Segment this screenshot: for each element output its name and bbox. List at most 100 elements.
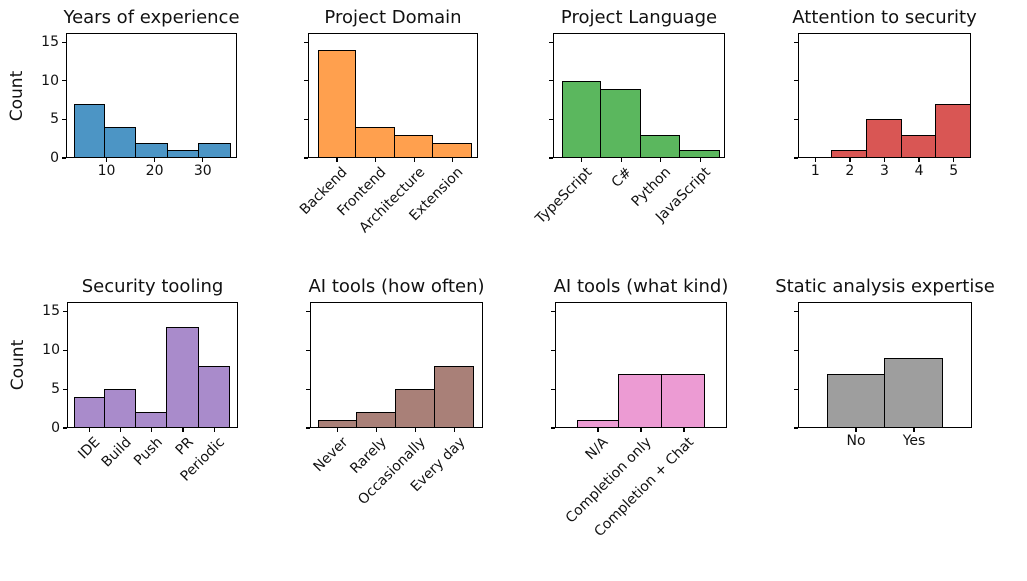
y-tick <box>794 388 798 390</box>
bar <box>618 373 663 428</box>
x-tick <box>953 158 955 162</box>
bar <box>135 142 168 158</box>
bar <box>831 150 868 158</box>
x-tick <box>414 428 417 432</box>
x-tick-label: 10 <box>97 163 116 179</box>
y-tick-label: 5 <box>51 381 60 398</box>
y-tick <box>549 41 553 43</box>
x-tick <box>120 428 122 432</box>
y-tick <box>549 80 553 82</box>
y-tick <box>63 349 67 351</box>
bar <box>317 50 357 158</box>
x-tick <box>620 158 622 162</box>
y-tick <box>306 349 310 351</box>
y-tick-label: 0 <box>51 420 60 436</box>
x-tick-label: N/A <box>582 434 612 464</box>
x-tick-label: PR <box>172 434 197 459</box>
bar <box>661 373 706 428</box>
x-tick <box>337 428 339 432</box>
y-tick <box>551 349 555 351</box>
y-tick-label: 10 <box>41 72 59 89</box>
x-tick-label: Never <box>310 434 352 476</box>
y-tick <box>62 80 66 82</box>
chart-title: Project Language <box>560 7 718 29</box>
x-tick <box>213 428 215 432</box>
y-tick-label: 15 <box>41 34 59 51</box>
y-tick <box>549 157 553 159</box>
y-tick <box>551 388 555 390</box>
y-tick <box>63 427 67 429</box>
x-tick <box>660 158 662 162</box>
y-tick <box>304 80 308 82</box>
chart-title: Years of experience <box>63 7 240 29</box>
x-tick <box>640 428 642 432</box>
x-tick <box>375 158 377 162</box>
bar <box>135 412 168 428</box>
bar <box>103 127 137 158</box>
bar <box>73 104 106 158</box>
bar <box>935 104 971 158</box>
y-tick-label: 5 <box>50 111 59 128</box>
chart-project-domain: Project Domain Backend Frontend Architectur… <box>297 8 478 236</box>
x-tick <box>699 158 701 162</box>
y-axis-label: Count <box>8 339 28 391</box>
bar <box>827 373 885 428</box>
x-tick-label: 3 <box>880 163 889 179</box>
x-tick <box>336 158 338 162</box>
x-tick <box>855 428 857 432</box>
chart-ai-tools-how-often: AI tools (how often) Never Rarely Occasiona… <box>306 277 485 508</box>
y-tick <box>549 118 553 121</box>
bar <box>900 134 937 158</box>
y-tick <box>304 157 308 159</box>
x-tick-label: No <box>846 433 866 449</box>
chart-title: AI tools (how often) <box>308 276 485 298</box>
x-tick <box>883 158 886 162</box>
x-tick <box>849 158 851 162</box>
bar <box>600 88 641 158</box>
x-tick-label: Push <box>130 434 166 470</box>
x-tick <box>202 158 204 162</box>
bar <box>866 119 902 158</box>
bar <box>639 134 681 158</box>
x-tick <box>913 428 915 432</box>
x-tick <box>918 158 920 162</box>
y-tick-label: 0 <box>50 150 59 166</box>
y-tick <box>304 41 308 43</box>
y-tick <box>306 388 310 390</box>
y-tick-label: 15 <box>42 303 60 320</box>
x-tick <box>453 428 456 432</box>
x-tick-label: 5 <box>949 163 959 179</box>
x-tick-label: 4 <box>914 163 924 179</box>
x-tick-label: 1 <box>810 163 820 179</box>
y-tick <box>306 427 310 429</box>
bar <box>883 358 943 428</box>
chart-title: Attention to security <box>792 7 977 29</box>
y-tick <box>794 118 798 121</box>
x-tick <box>105 158 108 162</box>
y-tick <box>794 310 798 312</box>
y-tick <box>304 118 308 121</box>
x-tick <box>376 428 378 432</box>
y-tick <box>794 349 798 351</box>
x-tick <box>413 158 415 162</box>
bar <box>433 365 475 428</box>
bar <box>166 150 200 158</box>
bar <box>197 365 230 428</box>
y-tick <box>794 41 798 43</box>
chart-attention-to-security: Attention to security 1 2 3 4 5 <box>792 8 976 179</box>
bar <box>73 396 106 428</box>
chart-years-of-experience: Years of experience Count 0 5 10 15 10 20 30 <box>7 8 240 179</box>
bar <box>103 389 137 428</box>
y-tick <box>794 157 798 159</box>
bar <box>679 150 720 158</box>
x-tick <box>581 158 583 162</box>
chart-static-analysis-expertise: Static analysis expertise No Yes <box>775 277 995 449</box>
chart-title: Project Domain <box>324 7 462 29</box>
x-tick <box>814 158 816 162</box>
chart-security-tooling: Security tooling Count 0 5 10 15 IDE Build Push P… <box>8 277 238 485</box>
bar <box>432 142 473 158</box>
y-tick <box>551 310 555 312</box>
y-axis-label: Count <box>7 70 27 121</box>
y-tick <box>63 388 67 390</box>
y-tick-label: 10 <box>42 342 60 359</box>
